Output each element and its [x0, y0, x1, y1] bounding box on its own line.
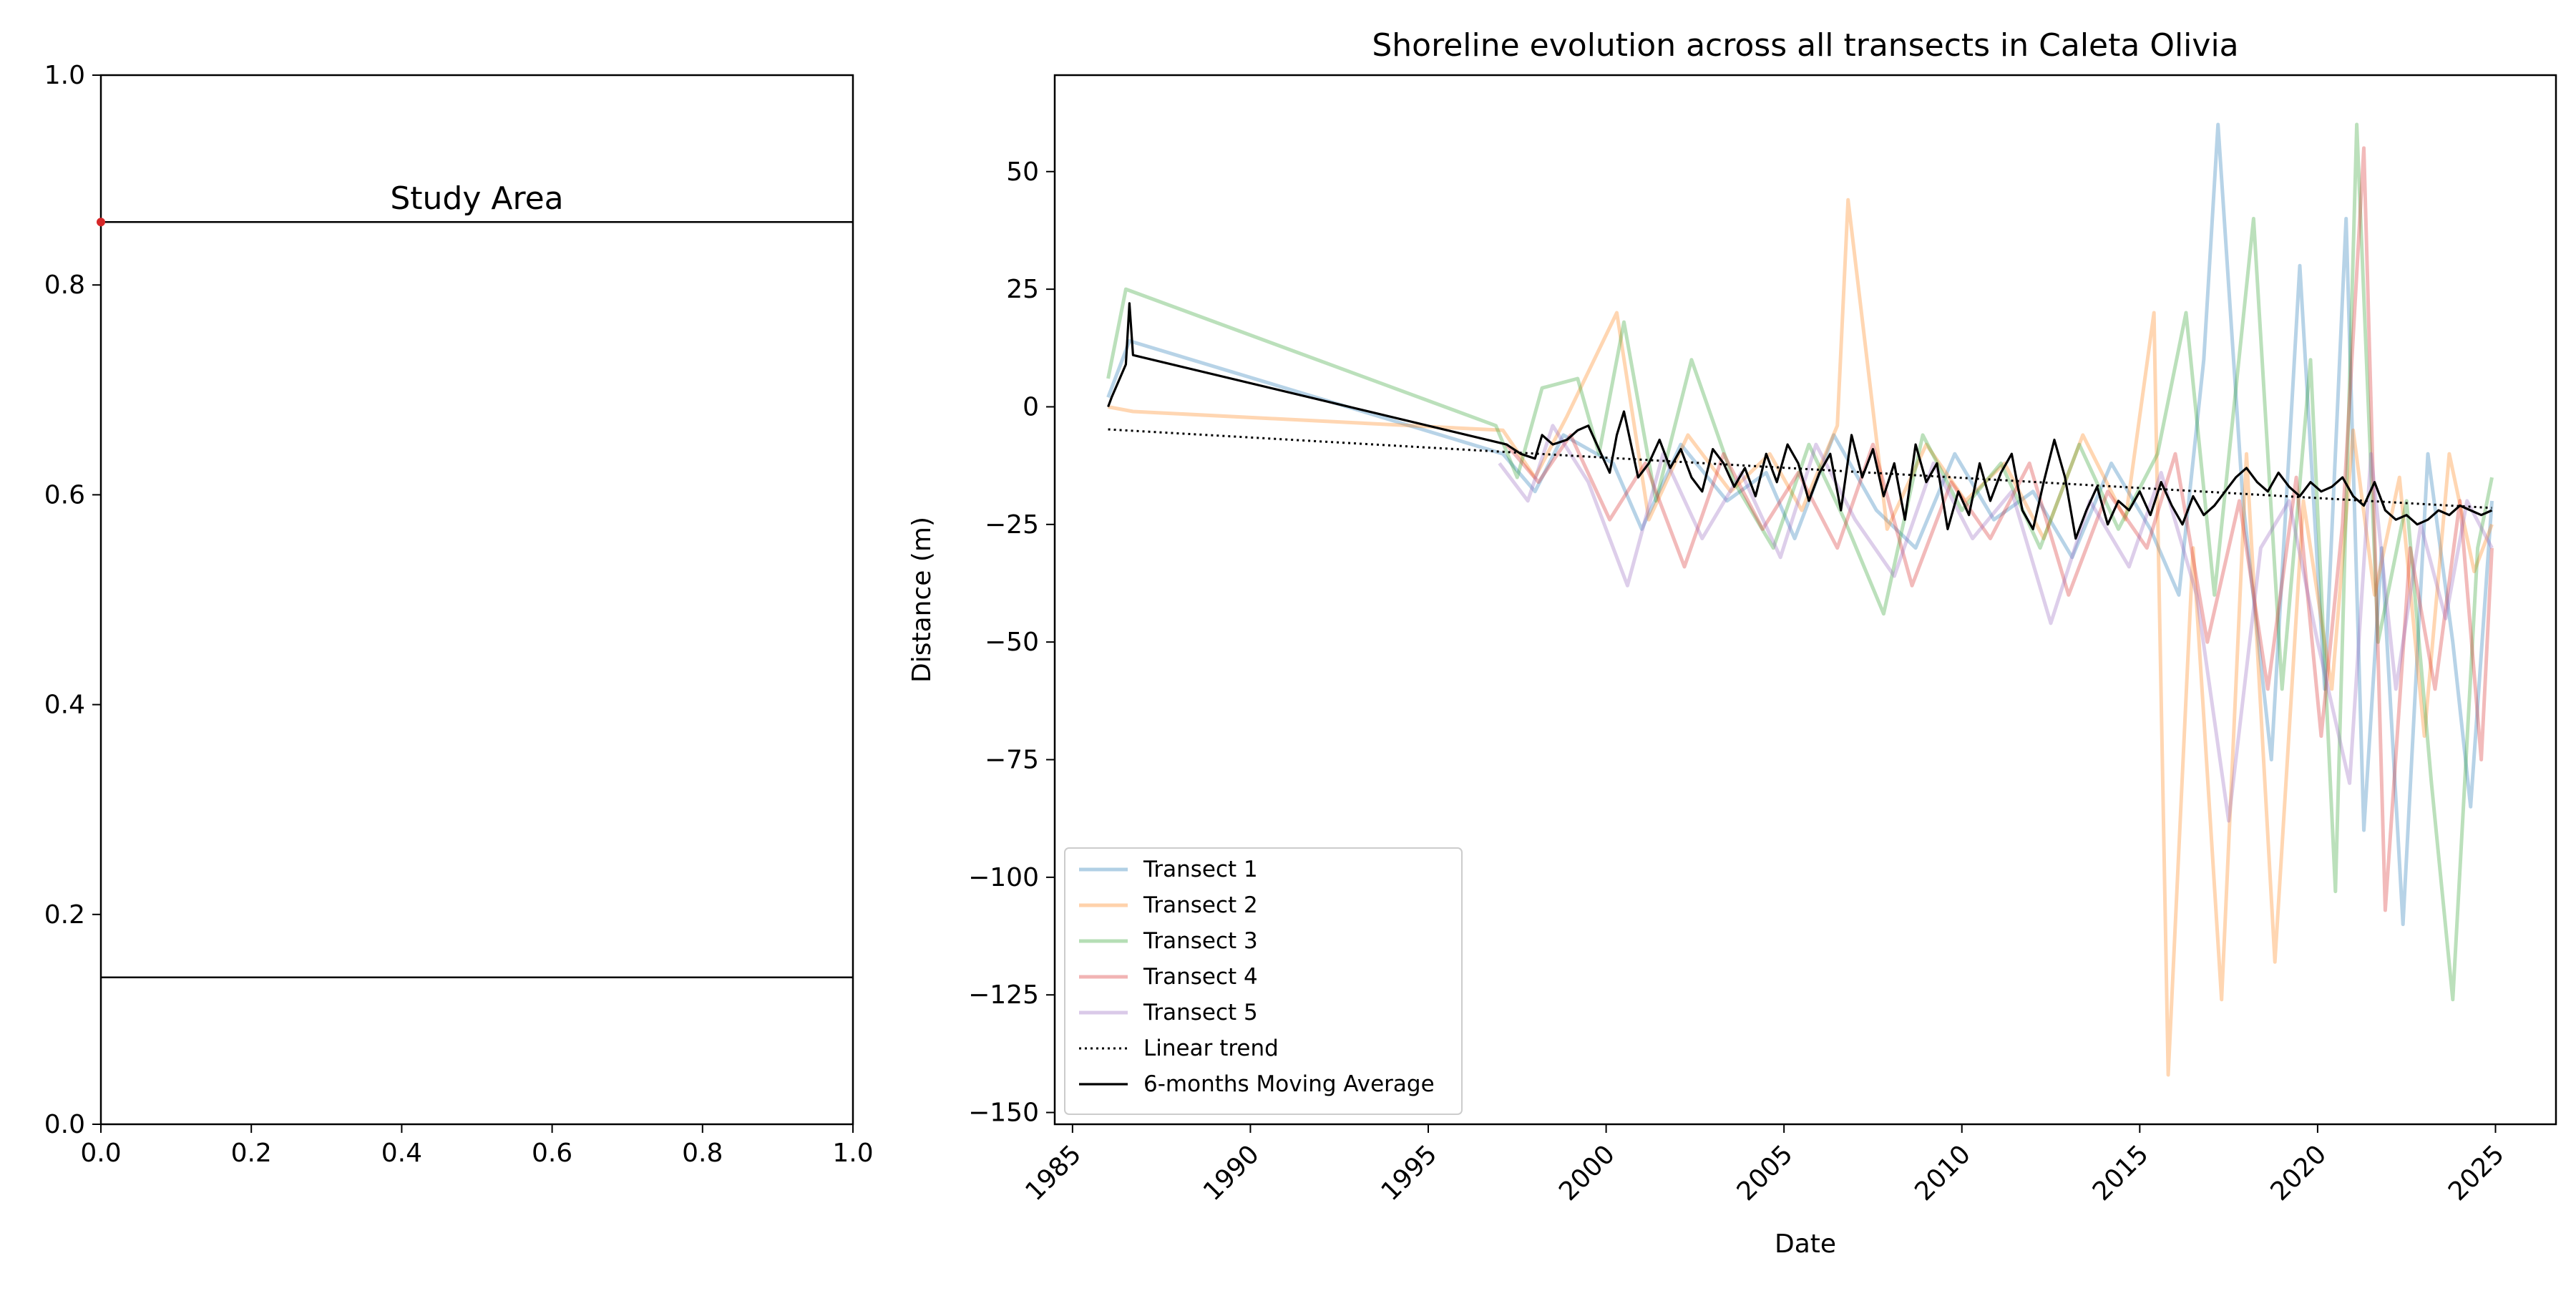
study-area-point: [97, 218, 105, 227]
study-area-y-tick-label: 0.8: [44, 271, 85, 300]
legend-entry: 6-months Moving Average: [1143, 1071, 1435, 1097]
shoreline-y-tick-label: −125: [968, 980, 1039, 1010]
legend-entry: Transect 3: [1143, 928, 1258, 954]
shoreline-y-tick-label: 50: [1006, 157, 1039, 187]
study-area-x-tick-label: 1.0: [832, 1139, 873, 1168]
study-area-y-tick-label: 1.0: [44, 61, 85, 90]
shoreline-y-tick-label: 0: [1023, 392, 1039, 422]
study-area-title: Study Area: [390, 180, 563, 217]
shoreline-panel: 1985 1990 1995 2000 2005 2010 2015 2020 2025 50 25…: [907, 27, 2557, 1259]
shoreline-x-tick-label: 2015: [2087, 1139, 2155, 1207]
series-line: [1106, 122, 2494, 1002]
shoreline-y-label: Distance (m): [907, 517, 937, 683]
shoreline-y-tick-label: −75: [985, 746, 1039, 775]
shoreline-x-tick-label: 2000: [1553, 1139, 1621, 1207]
shoreline-x-tick-label: 1985: [1020, 1139, 1087, 1207]
study-area-y-tick-label: 0.0: [44, 1110, 85, 1139]
study-area-y-tick-label: 0.2: [44, 900, 85, 930]
shoreline-y-tick-label: 25: [1006, 275, 1039, 304]
shoreline-y-tick-label: −25: [985, 510, 1039, 540]
series-line: [1108, 198, 2494, 1077]
legend-entry: Transect 4: [1143, 964, 1258, 990]
study-area-y-tick-label: 0.4: [44, 691, 85, 720]
study-area-ticks: 0.0 0.2 0.4 0.6 0.8 1.0 0.0 0.2 0.4 0.6 0.8 1.0: [44, 61, 874, 1168]
study-area-panel: 0.0 0.2 0.4 0.6 0.8 1.0 0.0 0.2 0.4 0.6 0.8 1.0 Stu…: [44, 61, 874, 1168]
series-line: [1498, 424, 2494, 823]
shoreline-x-tick-label: 2020: [2265, 1139, 2332, 1207]
study-area-lines: [97, 218, 853, 979]
shoreline-y-tick-label: −150: [968, 1098, 1039, 1128]
shoreline-x-tick-label: 2005: [1732, 1139, 1799, 1207]
legend: Transect 1 Transect 2 Transect 3 Transect 4…: [1064, 847, 1463, 1115]
series-line: [1107, 302, 2493, 540]
shoreline-x-label: Date: [1775, 1229, 1836, 1259]
study-area-x-tick-label: 0.4: [381, 1139, 422, 1168]
shoreline-y-tick-label: −100: [968, 863, 1039, 892]
legend-entry: Transect 1: [1143, 857, 1258, 882]
legend-entry: Transect 2: [1143, 892, 1258, 918]
shoreline-frame: [1053, 74, 2557, 1126]
study-area-frame: [99, 74, 854, 1126]
legend-box: [1064, 847, 1463, 1115]
shoreline-title: Shoreline evolution across all transects…: [1372, 27, 2238, 64]
study-area-x-tick-label: 0.0: [80, 1139, 121, 1168]
shoreline-x-tick-label: 2025: [2443, 1139, 2510, 1207]
shoreline-x-tick-label: 1995: [1376, 1139, 1443, 1207]
shoreline-series: [1106, 122, 2494, 1077]
legend-entry: Linear trend: [1143, 1036, 1279, 1061]
legend-entry: Transect 5: [1143, 1000, 1258, 1026]
study-area-y-tick-label: 0.6: [44, 480, 85, 510]
study-area-x-tick-label: 0.8: [682, 1139, 723, 1168]
shoreline-x-tick-label: 1990: [1198, 1139, 1265, 1207]
series-line: [1106, 122, 2494, 927]
study-area-x-tick-label: 0.6: [532, 1139, 572, 1168]
series-line: [1505, 146, 2494, 912]
shoreline-y-tick-label: −50: [985, 628, 1039, 657]
shoreline-x-tick-label: 2010: [1909, 1139, 1976, 1207]
study-area-x-tick-label: 0.2: [231, 1139, 272, 1168]
